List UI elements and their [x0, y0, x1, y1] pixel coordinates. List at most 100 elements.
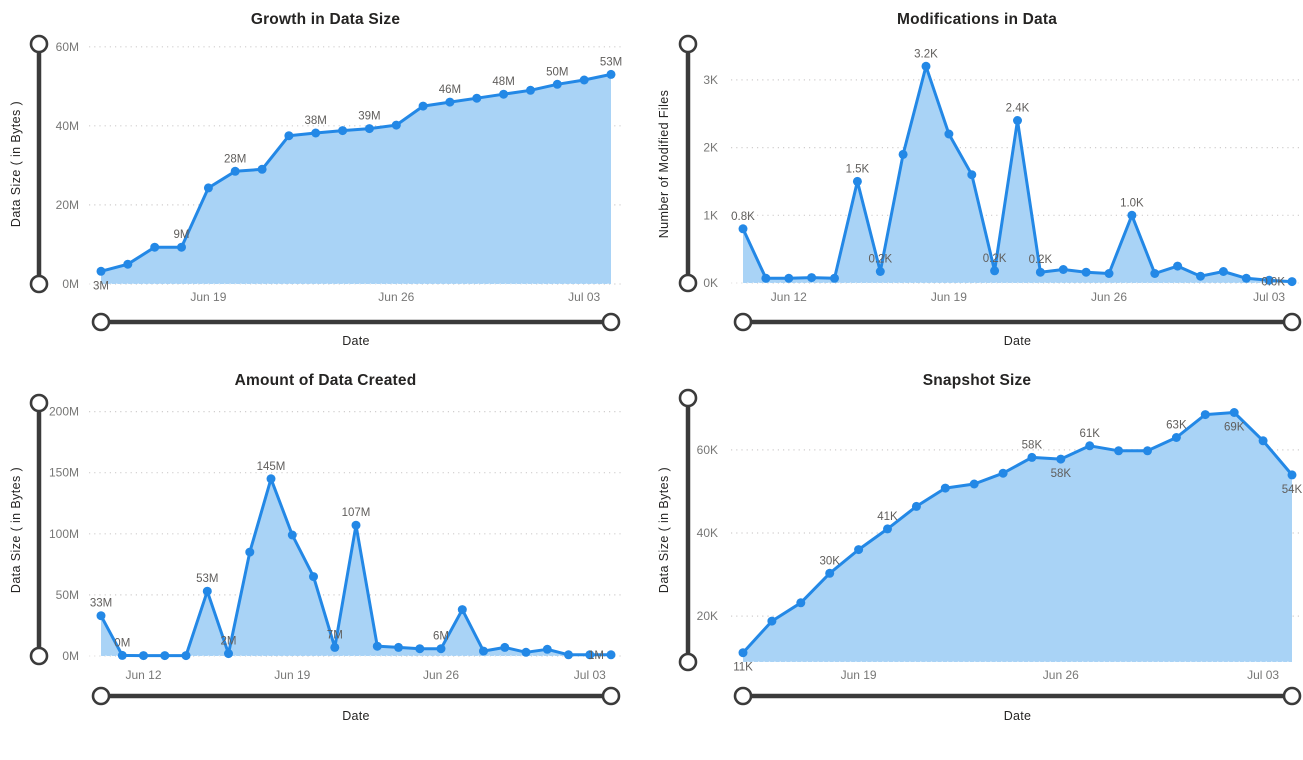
y-zoom-slider[interactable] — [678, 388, 698, 672]
data-point[interactable] — [807, 273, 817, 283]
x-zoom-slider-handle-right[interactable] — [1282, 312, 1302, 332]
data-point[interactable] — [500, 642, 510, 652]
data-point[interactable] — [606, 650, 616, 660]
data-point[interactable] — [552, 79, 562, 89]
data-point[interactable] — [1200, 410, 1210, 420]
data-point[interactable] — [177, 242, 186, 252]
y-zoom-slider-handle-bottom[interactable] — [678, 273, 698, 293]
data-point[interactable] — [990, 266, 1000, 276]
data-point[interactable] — [436, 644, 446, 654]
data-point[interactable] — [418, 101, 428, 111]
data-point[interactable] — [415, 644, 425, 654]
data-point[interactable] — [738, 224, 748, 234]
data-point[interactable] — [830, 273, 839, 283]
data-point[interactable] — [1081, 267, 1091, 277]
data-point[interactable] — [160, 651, 170, 661]
data-point[interactable] — [967, 170, 977, 180]
data-point[interactable] — [287, 530, 297, 540]
data-point[interactable] — [1104, 269, 1114, 278]
y-zoom-slider-handle-top[interactable] — [678, 388, 698, 408]
data-point[interactable] — [96, 266, 106, 276]
data-point[interactable] — [761, 273, 771, 283]
data-point[interactable] — [1056, 454, 1066, 464]
x-zoom-slider-handle-left[interactable] — [733, 686, 753, 706]
x-zoom-slider-handle-right[interactable] — [601, 686, 621, 706]
data-point[interactable] — [526, 85, 535, 95]
data-point[interactable] — [564, 650, 573, 660]
data-point[interactable] — [1143, 446, 1152, 456]
data-point[interactable] — [1127, 210, 1137, 220]
data-point[interactable] — [309, 572, 318, 582]
data-point[interactable] — [1287, 277, 1297, 287]
x-zoom-slider-handle-left[interactable] — [733, 312, 753, 332]
x-zoom-slider-handle-right[interactable] — [601, 312, 621, 332]
y-zoom-slider[interactable] — [678, 34, 698, 293]
x-zoom-slider[interactable] — [91, 686, 621, 706]
y-zoom-slider-handle-bottom[interactable] — [678, 652, 698, 672]
data-point[interactable] — [284, 131, 294, 141]
data-point[interactable] — [203, 183, 213, 193]
data-point[interactable] — [330, 642, 340, 652]
data-point[interactable] — [998, 468, 1008, 478]
data-point[interactable] — [1196, 271, 1205, 281]
y-zoom-slider[interactable] — [29, 393, 49, 666]
data-point[interactable] — [338, 126, 348, 136]
data-point[interactable] — [738, 648, 748, 658]
x-zoom-slider-handle-left[interactable] — [91, 312, 111, 332]
data-point[interactable] — [479, 646, 488, 656]
data-point[interactable] — [123, 259, 133, 269]
data-point[interactable] — [940, 483, 950, 493]
data-point[interactable] — [230, 166, 240, 176]
data-point[interactable] — [969, 479, 979, 489]
data-point[interactable] — [245, 547, 255, 557]
x-zoom-slider-handle-right[interactable] — [1282, 686, 1302, 706]
x-zoom-slider[interactable] — [91, 312, 621, 332]
data-point[interactable] — [372, 641, 382, 651]
data-point[interactable] — [784, 273, 794, 283]
y-zoom-slider-handle-bottom[interactable] — [29, 646, 49, 666]
data-point[interactable] — [1258, 436, 1268, 446]
data-point[interactable] — [911, 501, 921, 511]
data-point[interactable] — [311, 128, 321, 138]
data-point[interactable] — [921, 61, 931, 71]
data-point[interactable] — [898, 149, 908, 159]
data-point[interactable] — [767, 616, 777, 626]
data-point[interactable] — [1171, 433, 1181, 442]
data-point[interactable] — [1150, 269, 1160, 278]
data-point[interactable] — [854, 545, 864, 555]
y-zoom-slider-handle-bottom[interactable] — [29, 274, 49, 294]
data-point[interactable] — [139, 651, 148, 661]
data-point[interactable] — [445, 97, 455, 107]
data-point[interactable] — [796, 598, 806, 608]
data-point[interactable] — [150, 242, 160, 252]
data-point[interactable] — [606, 69, 616, 79]
x-zoom-slider[interactable] — [733, 686, 1302, 706]
data-point[interactable] — [883, 524, 892, 534]
data-point[interactable] — [875, 267, 885, 276]
data-point[interactable] — [1264, 275, 1274, 285]
data-point[interactable] — [391, 120, 401, 130]
data-point[interactable] — [579, 75, 589, 85]
data-point[interactable] — [1173, 261, 1183, 271]
data-point[interactable] — [1085, 441, 1095, 451]
data-point[interactable] — [1035, 267, 1045, 277]
data-point[interactable] — [1218, 267, 1228, 276]
data-point[interactable] — [457, 605, 467, 615]
data-point[interactable] — [1241, 273, 1251, 283]
data-point[interactable] — [542, 644, 552, 654]
data-point[interactable] — [499, 89, 509, 99]
data-point[interactable] — [1013, 116, 1022, 125]
data-point[interactable] — [1114, 446, 1124, 456]
data-point[interactable] — [202, 586, 212, 596]
data-point[interactable] — [944, 129, 954, 139]
data-point[interactable] — [1058, 265, 1068, 274]
data-point[interactable] — [521, 647, 531, 657]
y-zoom-slider-handle-top[interactable] — [29, 34, 49, 54]
data-point[interactable] — [181, 651, 191, 661]
data-point[interactable] — [825, 568, 835, 578]
data-point[interactable] — [852, 176, 862, 186]
data-point[interactable] — [266, 474, 276, 484]
data-point[interactable] — [585, 650, 595, 660]
y-zoom-slider[interactable] — [29, 34, 49, 294]
data-point[interactable] — [472, 93, 482, 103]
